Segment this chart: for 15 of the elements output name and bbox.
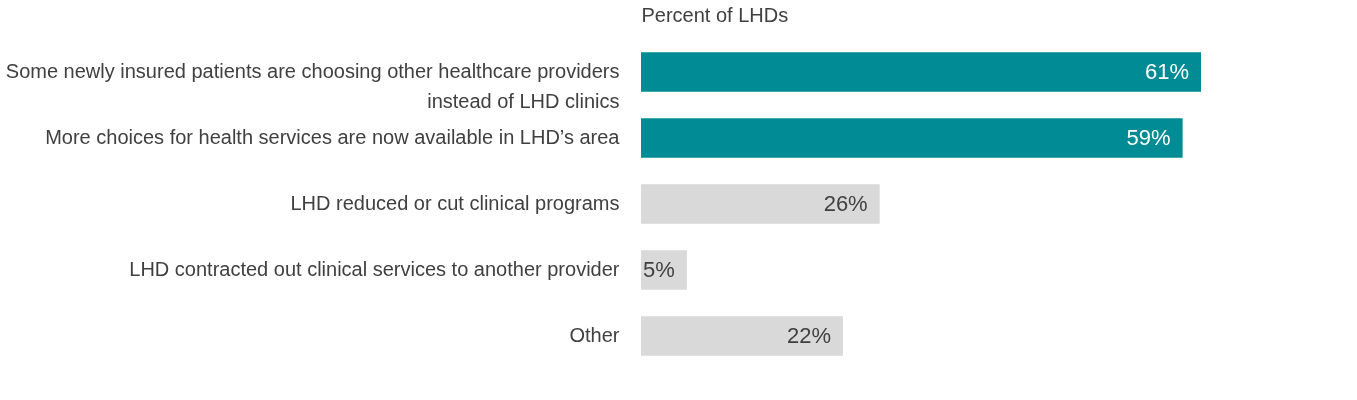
- bar: [641, 184, 880, 224]
- data-label: 22%: [786, 323, 831, 348]
- bar: [641, 118, 1183, 158]
- y-tick-label: LHD contracted out clinical services to another provider: [129, 258, 620, 280]
- x-axis-title: Percent of LHDs: [641, 3, 789, 26]
- data-label: 5%: [643, 257, 675, 282]
- y-tick-label: Other: [569, 324, 620, 346]
- y-tick-label: More choices for health services are now available in LHD’s area: [45, 126, 621, 148]
- y-tick-label: Some newly insured patients are choosing other healthcare providers instead of LHD clinics: [5, 60, 620, 112]
- bar: [641, 52, 1201, 92]
- data-label: 59%: [1126, 125, 1171, 150]
- data-label: 26%: [823, 191, 868, 216]
- bar: [641, 316, 843, 356]
- data-label: 61%: [1144, 59, 1189, 84]
- y-tick-label: LHD reduced or cut clinical programs: [290, 192, 620, 214]
